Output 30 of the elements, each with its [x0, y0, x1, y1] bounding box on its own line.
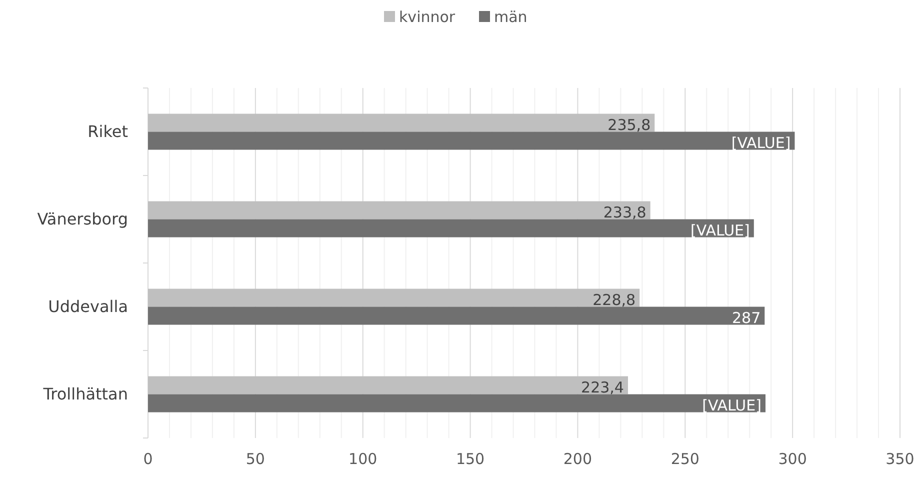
legend-label: kvinnor	[399, 8, 456, 26]
x-tick-label: 150	[456, 450, 485, 468]
x-tick-label: 250	[670, 450, 700, 468]
data-label: 235,8	[608, 116, 651, 134]
y-tick-label: Uddevalla	[48, 296, 128, 316]
x-tick-label: 0	[143, 450, 153, 468]
bar	[148, 376, 628, 394]
x-tick-label: 350	[886, 450, 914, 468]
data-label: [VALUE]	[731, 134, 791, 152]
x-tick-label: 100	[348, 450, 378, 468]
data-label: 223,4	[581, 378, 624, 396]
y-tick-label: Trollhättan	[42, 384, 128, 404]
data-label: 287	[732, 308, 761, 327]
bar	[148, 132, 795, 150]
y-tick-label: Riket	[88, 122, 128, 141]
bar	[148, 219, 754, 238]
y-tick-label: Vänersborg	[37, 209, 128, 228]
data-label: 228,8	[592, 290, 636, 309]
data-label: [VALUE]	[702, 396, 762, 414]
x-tick-label: 200	[563, 450, 592, 468]
legend-label: män	[494, 8, 528, 26]
bar	[148, 114, 655, 132]
bar	[148, 288, 640, 307]
data-label: 233,8	[603, 203, 646, 222]
bar	[148, 306, 765, 325]
x-tick-label: 300	[778, 450, 807, 468]
x-tick-label: 50	[246, 450, 265, 468]
bar	[148, 201, 650, 220]
data-label: [VALUE]	[690, 221, 750, 240]
bar	[148, 394, 766, 412]
